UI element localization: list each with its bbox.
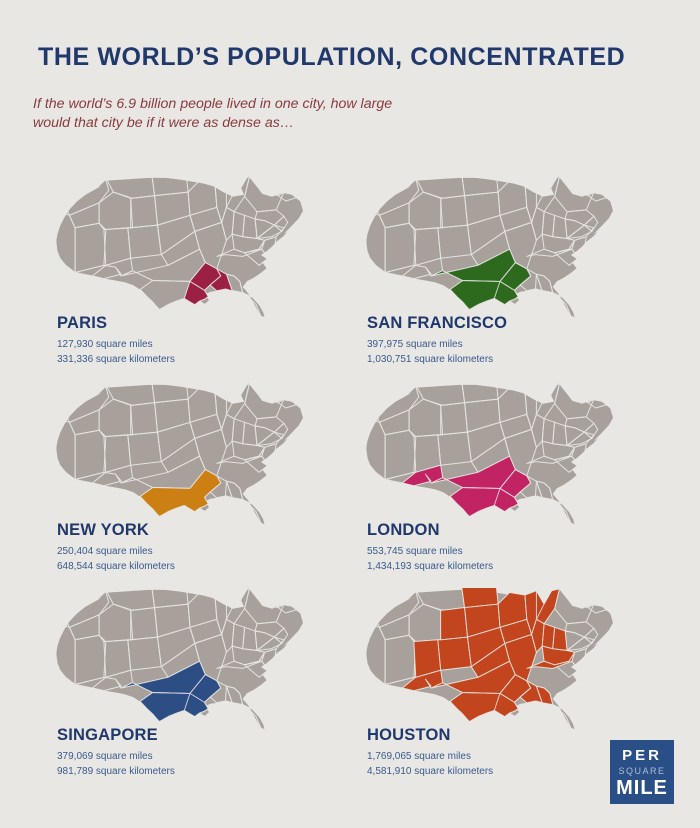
svg-text:PER: PER xyxy=(622,747,662,764)
svg-text:MILE: MILE xyxy=(616,777,668,799)
svg-text:SQUARE: SQUARE xyxy=(618,766,665,776)
